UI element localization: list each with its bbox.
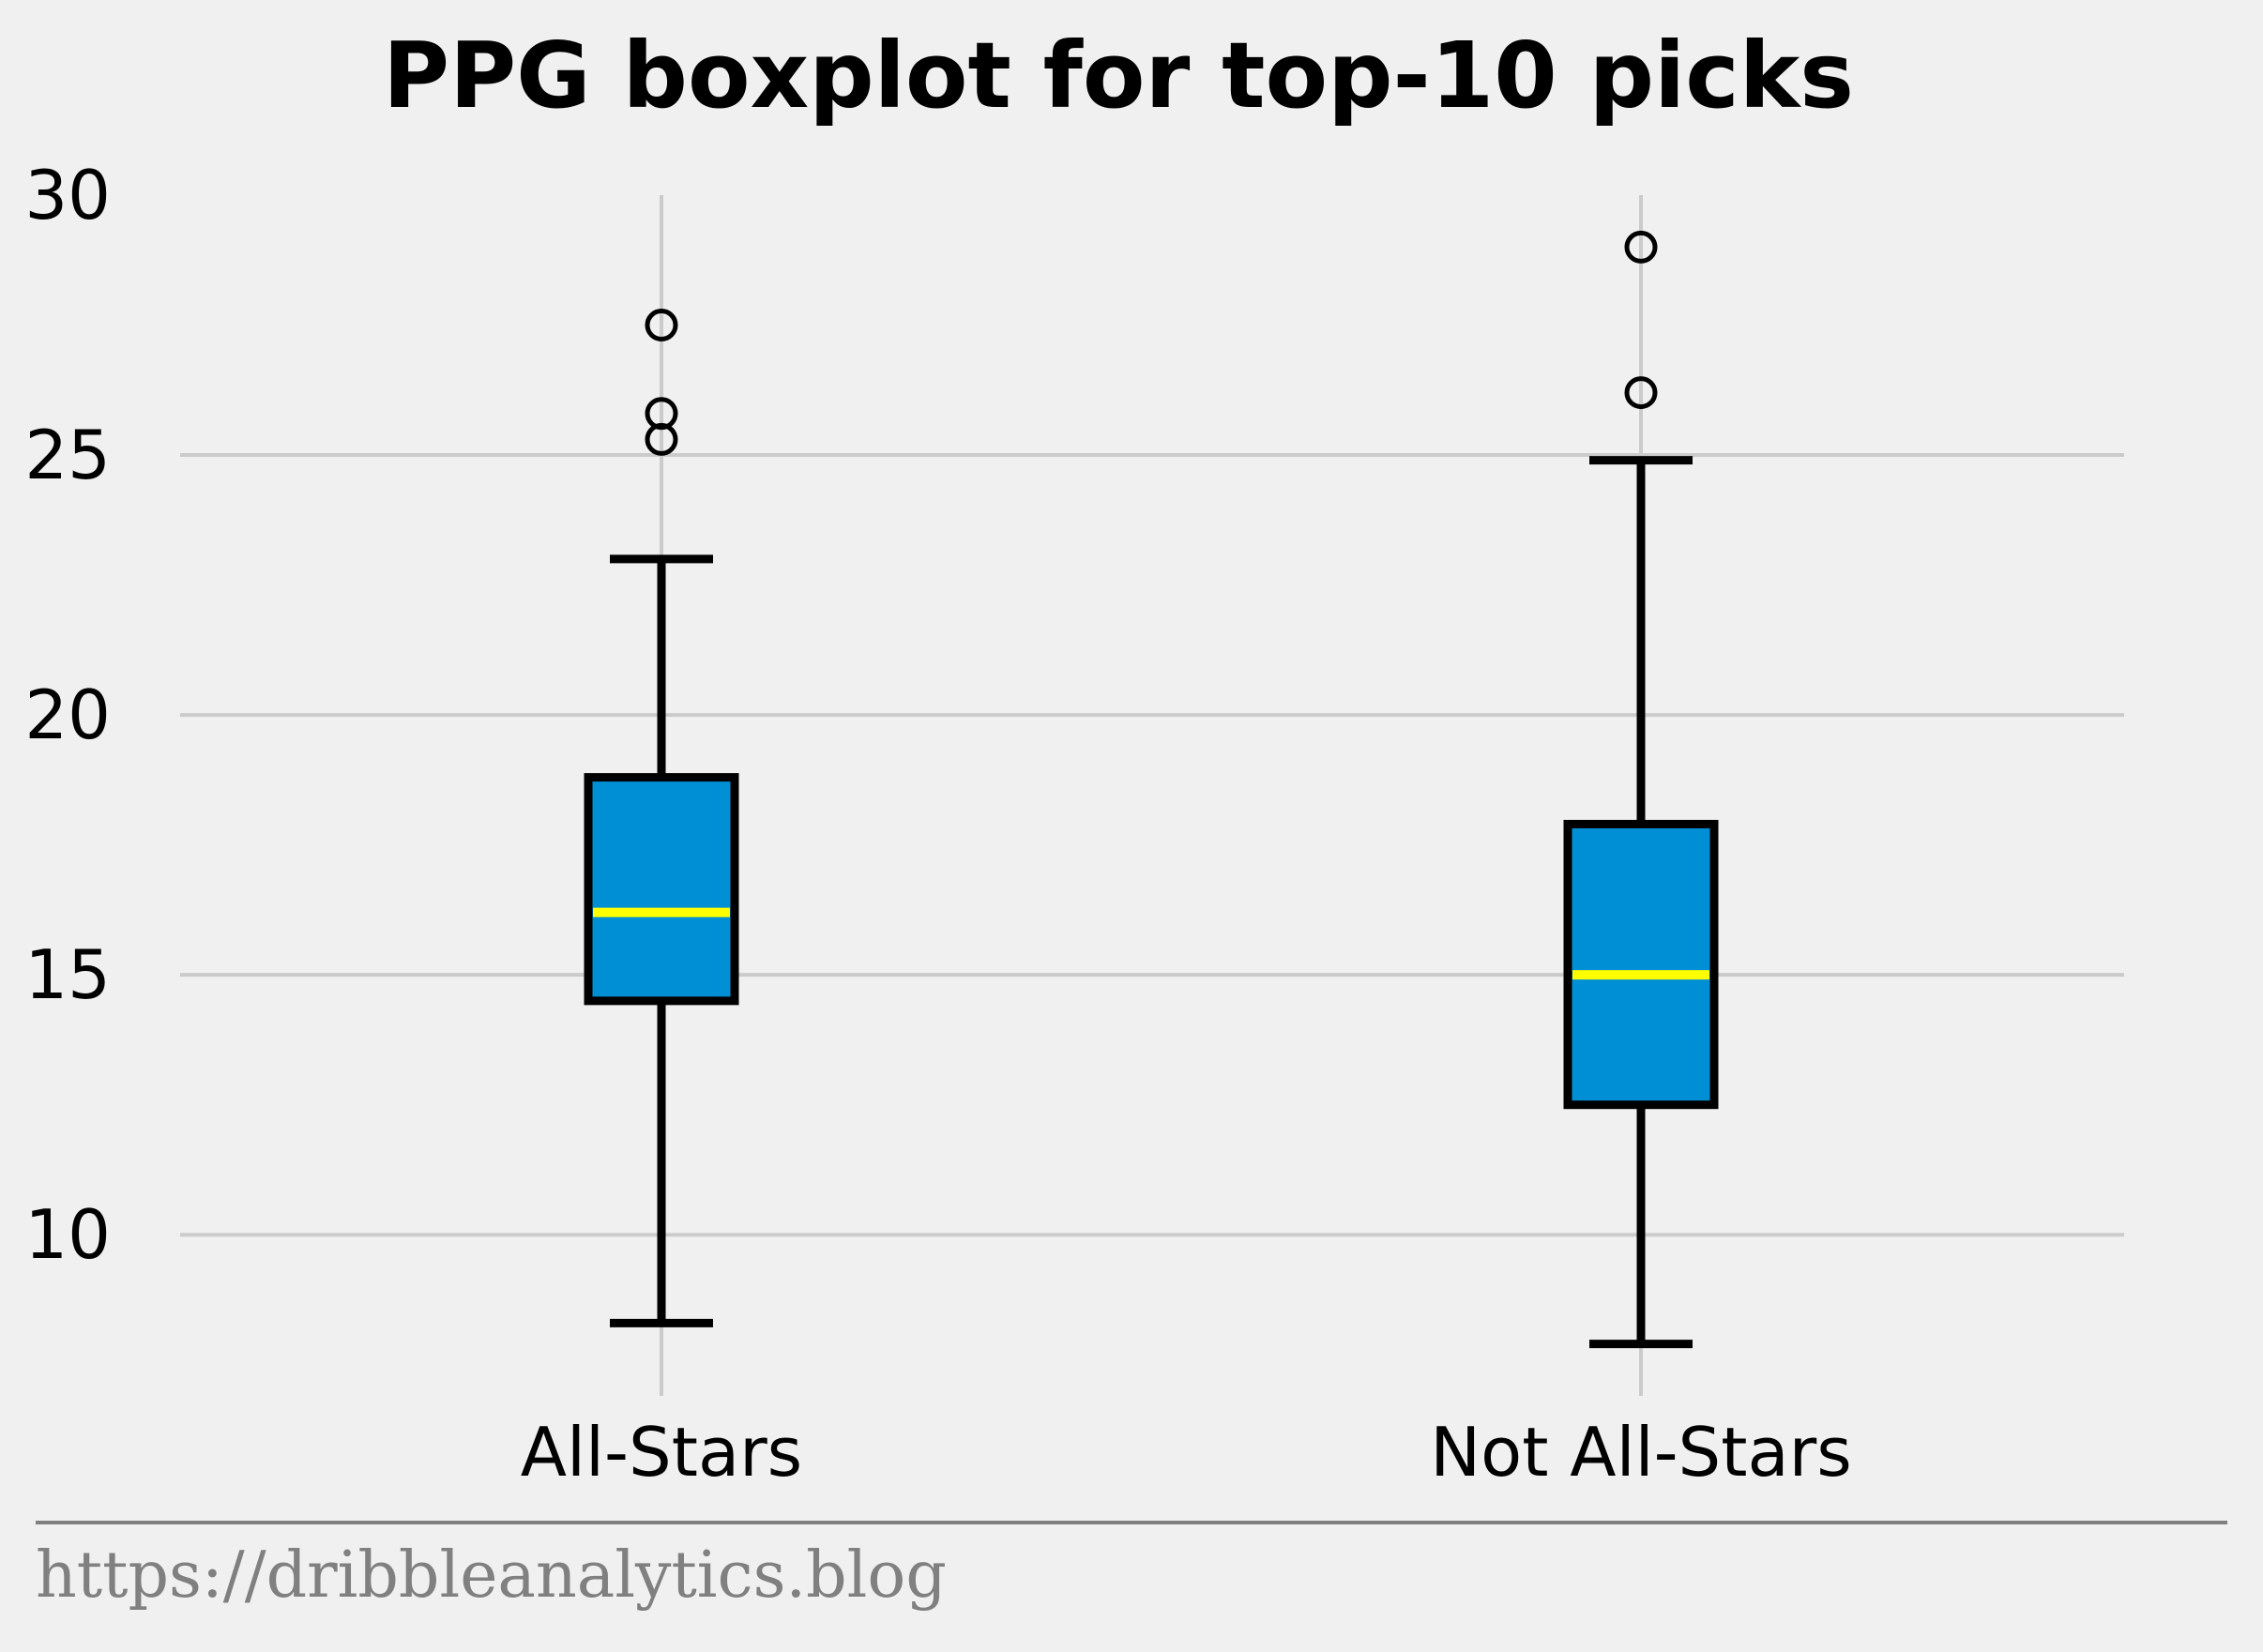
iqr-box-1 [1563,819,1719,1110]
chart-title: PPG boxplot for top-10 picks [383,23,1854,129]
x-tick-label-0: All-Stars [521,1413,802,1492]
outlier-point-0-1 [645,397,678,431]
y-tick-label-30: 30 [24,156,111,235]
box-group-1 [1563,230,1719,1349]
box-layer [584,230,1719,1349]
box-group-0 [584,309,739,1327]
outlier-point-1-1 [1624,230,1658,264]
y-tick-label-20: 20 [24,675,111,754]
x-tick-label-1: Not All-Stars [1430,1413,1851,1492]
outlier-point-1-0 [1624,376,1658,410]
y-tick-label-15: 15 [24,935,111,1014]
outlier-point-0-2 [645,309,678,342]
footer-source-url[interactable]: https://dribbleanalytics.blog [36,1538,947,1613]
tick-layer: 10 15 20 25 30 All-Stars Not All-Stars [24,156,1851,1492]
grid-layer [180,195,2124,1396]
y-tick-label-25: 25 [24,416,111,494]
iqr-box-0 [584,773,739,1006]
y-tick-label-10: 10 [24,1195,111,1274]
